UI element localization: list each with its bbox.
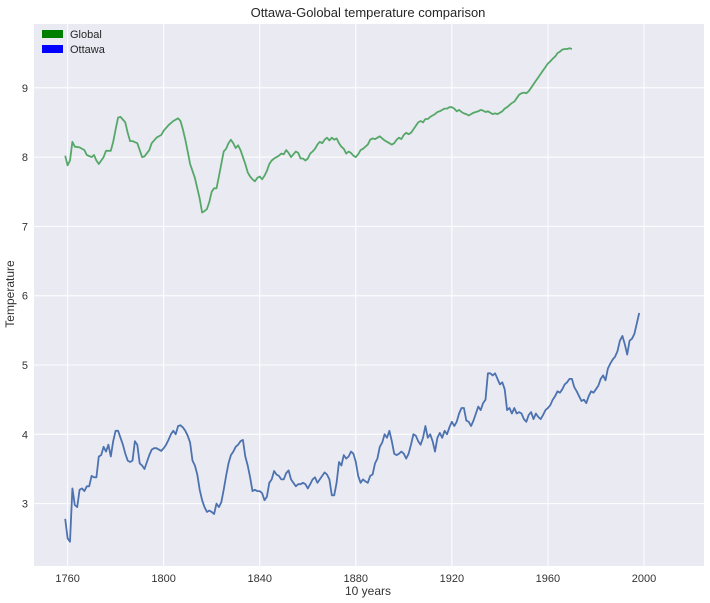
x-tick-label: 1960 — [536, 573, 560, 585]
x-tick-label: 2000 — [632, 573, 656, 585]
y-tick-label: 3 — [22, 499, 28, 511]
plot-area — [34, 24, 704, 566]
x-tick-label: 1880 — [344, 573, 368, 585]
y-tick-label: 5 — [22, 360, 28, 372]
x-tick-labels: 1760 1800 1840 1880 1920 1960 2000 — [55, 573, 656, 585]
series-line-global — [64, 47, 573, 214]
y-tick-label: 4 — [22, 429, 28, 441]
y-tick-label: 7 — [22, 221, 28, 233]
x-axis-label: 10 years — [345, 584, 391, 598]
legend-label-ottawa: Ottawa — [70, 44, 106, 56]
x-tick-label: 1920 — [440, 573, 464, 585]
y-tick-label: 6 — [22, 291, 28, 303]
chart-title: Ottawa-Golobal temperature comparison — [251, 5, 486, 20]
legend-swatch-ottawa — [42, 45, 63, 53]
legend: Global Ottawa — [42, 29, 106, 56]
series-line-ottawa — [64, 312, 641, 543]
legend-swatch-global — [42, 30, 63, 38]
y-tick-label: 9 — [22, 83, 28, 95]
x-gridlines — [67, 24, 645, 566]
x-tick-label: 1760 — [55, 573, 79, 585]
y-gridlines — [34, 87, 704, 505]
series-layer — [64, 47, 641, 543]
y-tick-label: 8 — [22, 152, 28, 164]
legend-label-global: Global — [70, 29, 102, 41]
x-tick-label: 1840 — [247, 573, 271, 585]
y-tick-labels: 3 4 5 6 7 8 9 — [22, 83, 28, 511]
x-tick-label: 1800 — [151, 573, 175, 585]
y-axis-label: Temperature — [3, 260, 17, 328]
